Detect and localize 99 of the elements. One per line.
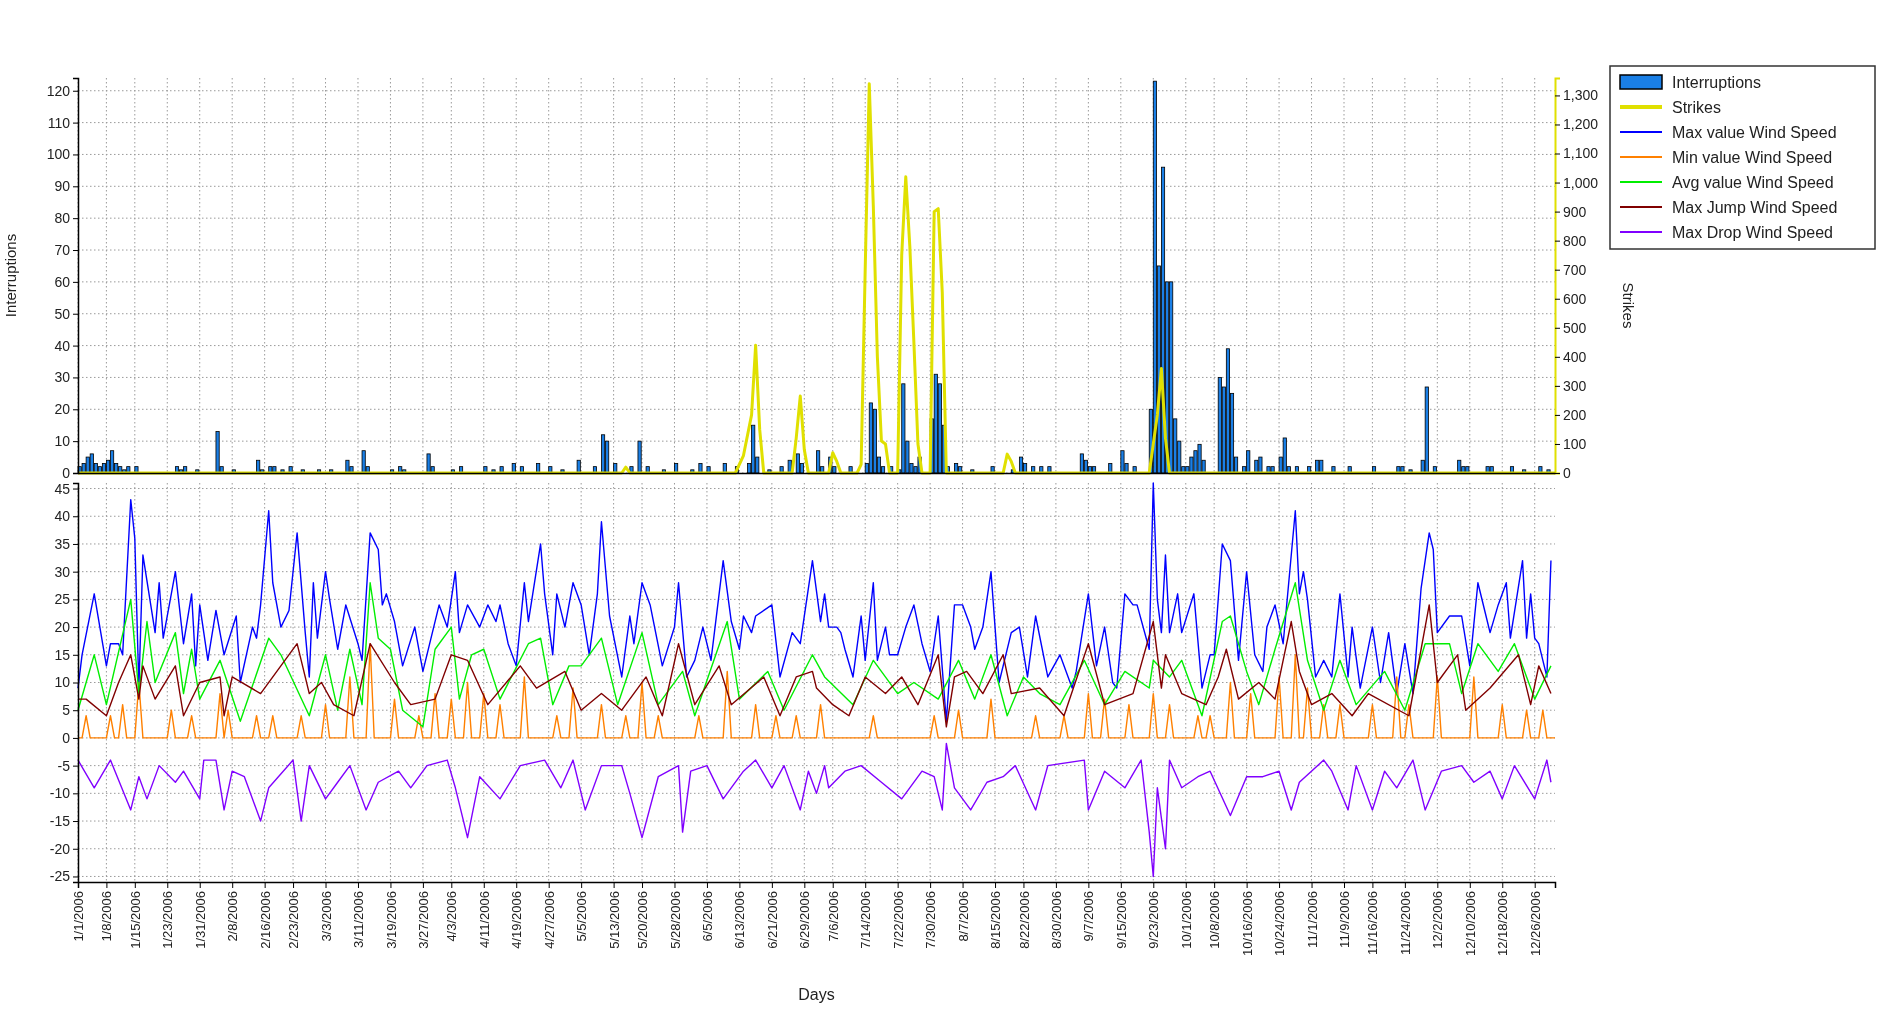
x-tick-label: 8/7/2006 — [955, 891, 971, 942]
x-tick-label: 7/30/2006 — [923, 891, 939, 949]
y2-tick-label: 1,300 — [1563, 87, 1599, 104]
y2-tick-label: 1,100 — [1563, 145, 1599, 162]
x-tick-label: 2/23/2006 — [286, 891, 302, 949]
x-tick-label: 6/5/2006 — [699, 891, 715, 942]
x-tick-label: 6/13/2006 — [732, 891, 748, 949]
legend-label: Max value Wind Speed — [1672, 123, 1837, 141]
x-axis-title: Days — [798, 986, 835, 1003]
x-tick-label: 11/16/2006 — [1365, 891, 1381, 956]
y-tick-label: 90 — [54, 178, 71, 195]
x-tick-label: 1/1/2006 — [71, 891, 87, 942]
y2-tick-label: 500 — [1563, 319, 1587, 336]
x-tick-label: 4/19/2006 — [509, 891, 525, 949]
x-tick-label: 7/22/2006 — [890, 891, 906, 949]
x-tick-label: 2/16/2006 — [257, 891, 273, 949]
y-tick-label: 25 — [54, 591, 71, 608]
y-tick-label: 30 — [54, 563, 71, 580]
x-tick-label: 3/11/2006 — [351, 891, 367, 948]
y-tick-label: 70 — [54, 242, 71, 258]
x-tick-label: 11/9/2006 — [1337, 891, 1353, 948]
x-tick-label: 11/1/2006 — [1304, 891, 1320, 948]
y2-tick-label: 200 — [1563, 406, 1587, 423]
y2-tick-label: 300 — [1563, 377, 1587, 394]
x-tick-label: 12/2/2006 — [1430, 891, 1446, 949]
x-tick-label: 6/21/2006 — [764, 891, 780, 949]
y-axis-title: Interruptions — [2, 233, 19, 318]
x-tick-label: 9/23/2006 — [1146, 891, 1162, 949]
x-tick-label: 5/13/2006 — [606, 891, 622, 949]
x-tick-label: 10/8/2006 — [1207, 891, 1223, 949]
y-tick-label: 100 — [46, 146, 71, 163]
y-tick-label: 40 — [54, 337, 71, 354]
x-tick-label: 4/3/2006 — [444, 891, 460, 942]
y-tick-label: -5 — [57, 757, 71, 774]
y-tick-label: 0 — [62, 464, 71, 481]
x-tick-label: 1/8/2006 — [99, 891, 115, 942]
legend-label: Max Jump Wind Speed — [1672, 198, 1838, 216]
y-tick-label: 120 — [46, 82, 71, 99]
y2-tick-label: 100 — [1563, 435, 1587, 452]
y2-tick-label: 400 — [1563, 348, 1587, 365]
y-tick-label: 20 — [54, 401, 71, 418]
x-tick-label: 10/24/2006 — [1272, 891, 1288, 957]
x-tick-label: 12/26/2006 — [1527, 891, 1543, 957]
legend-label: Interruptions — [1672, 73, 1761, 91]
x-tick-label: 4/27/2006 — [541, 891, 557, 949]
x-tick-label: 1/15/2006 — [127, 891, 143, 949]
x-tick-label: 8/22/2006 — [1016, 891, 1032, 949]
y-tick-label: 50 — [54, 305, 71, 322]
x-tick-label: 3/3/2006 — [318, 891, 334, 942]
y-tick-label: 45 — [54, 480, 71, 497]
y-tick-label: 40 — [54, 508, 71, 525]
y-tick-label: 10 — [54, 433, 71, 450]
x-tick-label: 12/18/2006 — [1495, 891, 1511, 957]
x-tick-label: 9/15/2006 — [1113, 891, 1129, 949]
x-tick-label: 11/24/2006 — [1397, 891, 1413, 956]
x-tick-label: 3/19/2006 — [383, 891, 399, 949]
legend-label: Avg value Wind Speed — [1672, 173, 1834, 191]
x-tick-label: 10/16/2006 — [1239, 891, 1255, 957]
x-tick-label: 8/30/2006 — [1048, 891, 1064, 949]
y-tick-label: -10 — [49, 785, 71, 802]
y-tick-label: 30 — [54, 369, 71, 386]
y-tick-label: -25 — [49, 868, 71, 885]
y2-tick-label: 1,200 — [1563, 116, 1599, 133]
x-tick-label: 1/23/2006 — [160, 891, 176, 949]
x-tick-label: 5/20/2006 — [635, 891, 651, 949]
y2-tick-label: 0 — [1563, 464, 1571, 481]
legend-label: Strikes — [1672, 98, 1721, 116]
legend-label: Min value Wind Speed — [1672, 148, 1833, 166]
x-tick-label: 1/31/2006 — [192, 891, 208, 949]
y-tick-label: 35 — [54, 535, 71, 552]
x-tick-label: 4/11/2006 — [476, 891, 492, 948]
x-tick-label: 9/7/2006 — [1081, 891, 1097, 942]
y2-tick-label: 600 — [1563, 290, 1587, 307]
y2-tick-label: 1,000 — [1563, 174, 1599, 191]
x-tick-label: 5/5/2006 — [574, 891, 590, 942]
y-tick-label: 80 — [54, 210, 71, 227]
y-tick-label: 15 — [54, 646, 71, 663]
x-tick-label: 7/6/2006 — [825, 891, 841, 942]
y2-tick-label: 900 — [1563, 203, 1587, 220]
y-tick-label: 60 — [54, 273, 71, 290]
y-tick-label: 110 — [47, 114, 71, 131]
x-tick-label: 3/27/2006 — [415, 891, 431, 949]
x-tick-label: 12/10/2006 — [1462, 891, 1478, 957]
y-tick-label: 5 — [62, 702, 71, 719]
x-tick-label: 8/15/2006 — [988, 891, 1004, 949]
x-tick-label: 5/28/2006 — [667, 891, 683, 949]
y-tick-label: 20 — [54, 619, 71, 636]
x-tick-label: 6/29/2006 — [797, 891, 813, 949]
y2-tick-label: 800 — [1563, 232, 1587, 249]
y2-tick-label: 700 — [1563, 261, 1587, 278]
x-tick-label: 2/8/2006 — [225, 891, 241, 942]
y-tick-label: 0 — [62, 729, 71, 746]
x-tick-label: 10/1/2006 — [1178, 891, 1194, 949]
y-tick-label: 10 — [54, 674, 71, 691]
y-tick-label: -15 — [49, 813, 71, 830]
y-tick-label: -20 — [49, 840, 71, 857]
x-tick-label: 7/14/2006 — [858, 891, 874, 949]
y2-axis-title: Strikes — [1620, 282, 1637, 329]
legend-label: Max Drop Wind Speed — [1672, 223, 1833, 241]
